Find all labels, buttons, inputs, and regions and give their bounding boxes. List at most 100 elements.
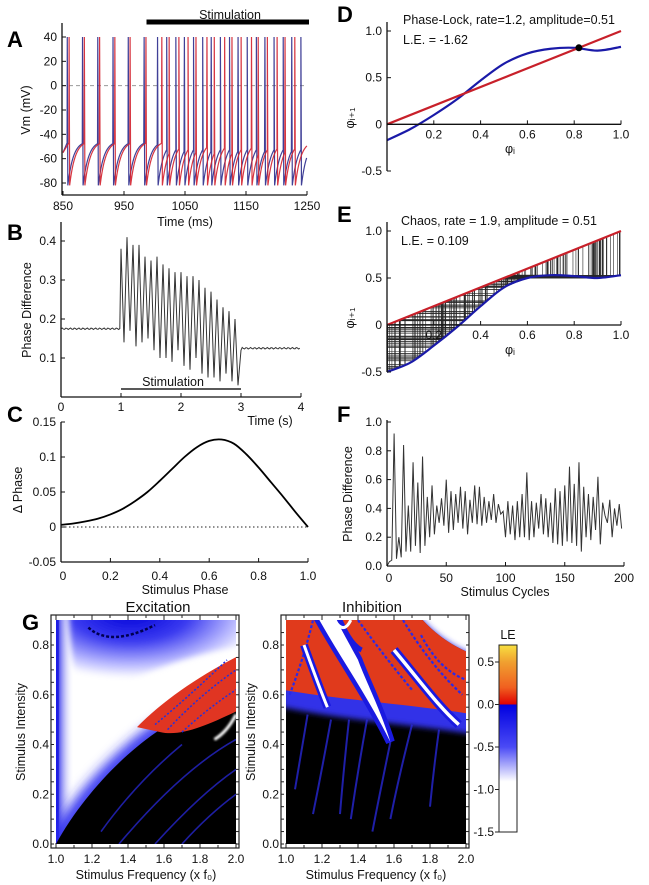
g-inhibition-blue-streak	[429, 729, 440, 807]
colorbar-tick-label: -1.0	[473, 783, 494, 797]
g-excitation-blue-streak	[154, 768, 236, 844]
f-y-tick-label: 0.0	[365, 559, 382, 573]
a-stimulation-label: Stimulation	[199, 8, 261, 22]
a-x-tick-label: 850	[53, 199, 73, 213]
e-cobweb	[386, 231, 621, 373]
d-title: Phase-Lock, rate=1.2, amplitude=0.51	[403, 13, 615, 27]
c-y-tick-label: 0	[49, 520, 56, 534]
b-x-tick-label: 4	[298, 400, 305, 414]
e-map-curve	[386, 274, 622, 374]
g-excitation-blue-streak	[118, 738, 236, 844]
a-xlabel: Time (ms)	[157, 215, 213, 229]
a-axes: 850 950 1050 1150 1250 40 20 0 -20 -40 -60 -80	[40, 23, 321, 213]
e-identity-line	[386, 229, 622, 327]
g-inhibition-y-tick-label: 0.6	[262, 688, 279, 702]
g-excitation-ylabel: Stimulus Intensity	[14, 682, 28, 781]
g-excitation-x-tick-label: 1.8	[192, 852, 209, 866]
b-ylabel: Phase Difference	[20, 262, 34, 358]
g-excitation-left-blue	[56, 620, 74, 844]
g-excitation-x-tick-label: 1.4	[120, 852, 137, 866]
g-excitation-frame: 1.0 1.2 1.4 1.6 1.8 2.0 0.0 0.2 0.4 0.6 0.8	[32, 614, 245, 866]
g-inhibition-title: Inhibition	[342, 599, 402, 616]
d-xlabel: φᵢ	[505, 142, 515, 156]
d-map-curve	[386, 45, 622, 142]
f-y-tick-label: 0.4	[365, 501, 382, 515]
g-inhibition-x-tick-label: 2.0	[458, 852, 475, 866]
g-inhibition-y-tick-label: 0.2	[262, 787, 279, 801]
g-excitation-y-tick-label: 0.2	[32, 787, 49, 801]
e-ylabel: φᵢ₊₁	[343, 308, 357, 329]
g-inhibition-inner-blue	[337, 620, 363, 653]
g-inhibition-border	[280, 614, 470, 849]
c-x-tick-label: 0.2	[102, 569, 119, 583]
a-x-tick-label: 1050	[172, 199, 199, 213]
f-xlabel: Stimulus Cycles	[461, 585, 550, 599]
a-y-tick-label: 0	[50, 79, 57, 93]
g-inhibition-top-loop	[333, 620, 353, 630]
e-y-tick-label: 0.5	[365, 271, 382, 285]
panel-label-a: A	[7, 27, 23, 52]
e-x-tick-label: 0.2	[425, 328, 442, 342]
g-inhibition-left-arm	[302, 644, 329, 708]
d-x-tick-label: 0.8	[566, 127, 583, 141]
g-inhibition-blue-streak	[294, 714, 309, 790]
colorbar-tick-label: 0.5	[477, 655, 494, 669]
g-excitation-heatmap	[56, 620, 236, 844]
a-series-blue	[62, 36, 308, 186]
a-y-tick-label: -40	[40, 127, 58, 141]
b-x-tick-label: 1	[118, 400, 125, 414]
c-x-tick-label: 0.6	[201, 569, 218, 583]
e-x-tick-label: 0.8	[566, 328, 583, 342]
g-excitation-blue-streak	[100, 743, 183, 833]
g-inhibition-x-tick-label: 1.2	[314, 852, 331, 866]
g-inhibition-y-tick-label: 0.8	[262, 638, 279, 652]
b-x-tick-label: 0	[58, 400, 65, 414]
c-y-tick-label: 0.05	[33, 485, 57, 499]
g-excitation-xlabel: Stimulus Frequency (x f₀)	[76, 868, 217, 882]
g-inhibition-blue-streak	[349, 719, 368, 820]
g-excitation-blue-streak	[181, 793, 236, 844]
g-excitation-y-tick-label: 0.8	[32, 638, 49, 652]
panel-label-g: G	[22, 610, 39, 635]
c-xlabel: Stimulus Phase	[142, 583, 229, 597]
d-ylabel: φᵢ₊₁	[343, 108, 357, 129]
g-inhibition-x-tick-label: 1.0	[278, 852, 295, 866]
a-x-tick-label: 1150	[233, 199, 259, 213]
g-excitation-x-tick-label: 2.0	[228, 852, 245, 866]
e-x-tick-label: 1.0	[613, 328, 630, 342]
e-title: Chaos, rate = 1.9, amplitude = 0.51	[401, 214, 597, 228]
b-y-tick-label: 0.3	[39, 273, 56, 287]
a-x-tick-label: 1250	[294, 199, 321, 213]
g-excitation-x-tick-label: 1.2	[84, 852, 101, 866]
f-ylabel: Phase Difference	[341, 446, 355, 542]
g-excitation-red-band	[137, 657, 236, 734]
c-x-tick-label: 1.0	[300, 569, 317, 583]
g-inhibition-y-tick-label: 0.0	[262, 837, 279, 851]
g-inhibition-right-arm	[392, 648, 460, 726]
b-x-tick-label: 2	[178, 400, 185, 414]
f-axes: 0 50 100 150 200 1.0 0.8 0.6 0.4 0.2 0.0	[365, 415, 634, 585]
f-x-tick-label: 0	[386, 571, 393, 585]
d-axes: 0.2 0.4 0.6 0.8 1.0 1.0 0.5 0 -0.5	[361, 22, 630, 178]
g-inhibition-blue-streak	[312, 719, 332, 815]
g-inhibition-blue-streak	[420, 634, 466, 681]
c-ylabel: Δ Phase	[11, 467, 25, 514]
g-excitation-dark-arc	[87, 623, 156, 639]
b-y-tick-label: 0.1	[39, 351, 56, 365]
b-x-tick-label: 3	[238, 400, 245, 414]
g-inhibition-x-tick-label: 1.6	[386, 852, 403, 866]
g-inhibition-white-corner	[422, 620, 466, 652]
g-excitation-blue-streak	[167, 669, 236, 731]
g-excitation-blue-streak	[154, 659, 228, 726]
g-inhibition-white-v	[319, 620, 391, 742]
d-y-tick-label: 0	[375, 117, 382, 131]
b-xlabel: Time (s)	[247, 414, 292, 428]
g-inhibition-blue-streak	[288, 620, 315, 696]
b-phase-difference-line	[60, 237, 301, 386]
colorbar-tick-label: -1.5	[473, 825, 494, 839]
c-x-tick-label: 0.4	[151, 569, 168, 583]
g-inhibition-blue-streak	[371, 741, 392, 832]
g-excitation-y-tick-label: 0.0	[32, 837, 49, 851]
panel-label-f: F	[337, 402, 350, 427]
